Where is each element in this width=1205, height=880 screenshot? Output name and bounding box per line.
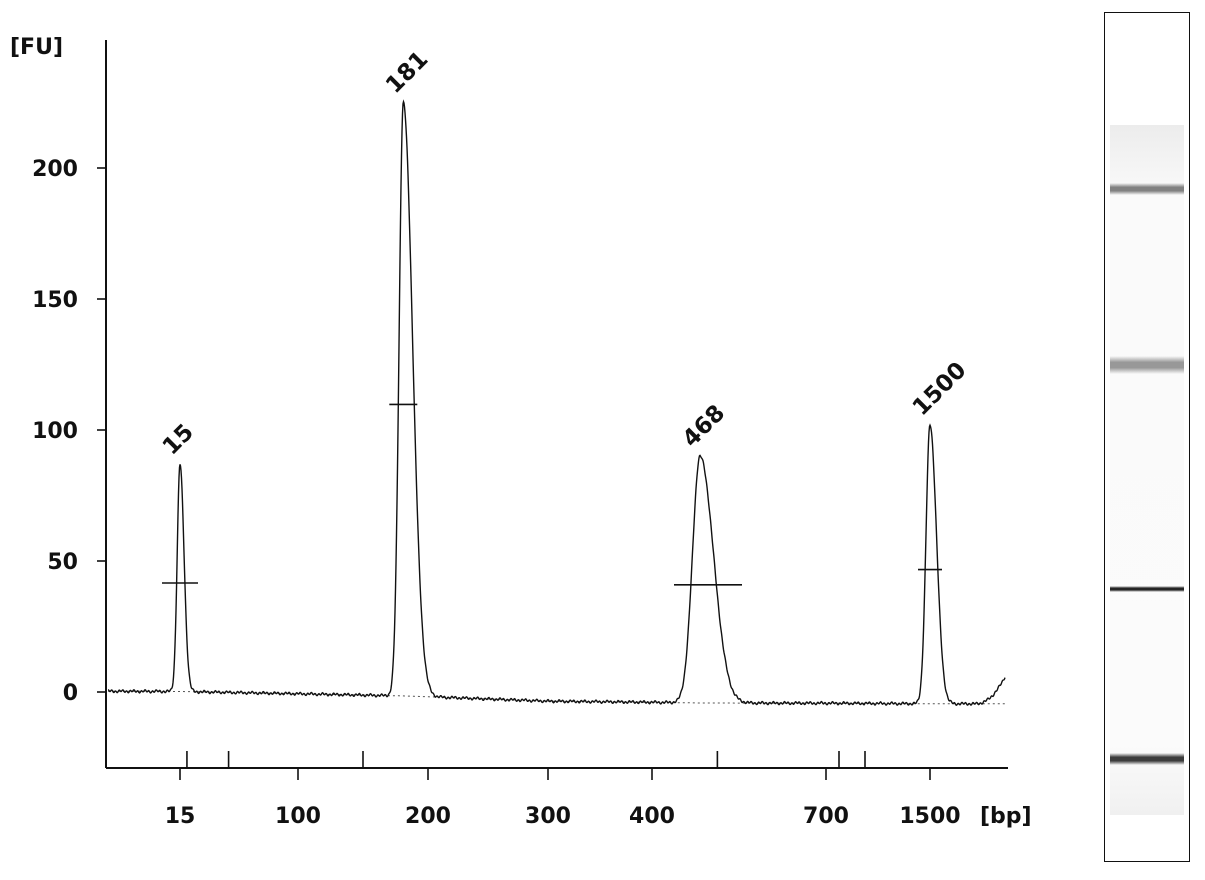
x-tick-label: 700 (803, 804, 849, 829)
trace-layer (107, 99, 1006, 707)
gel-band (1110, 753, 1184, 765)
x-tick-label: 100 (275, 804, 321, 829)
x-axis-label: [bp] (980, 804, 1032, 829)
x-tick-label: 300 (525, 804, 571, 829)
peak-label: 1500 (908, 357, 972, 421)
y-tick-label: 100 (32, 419, 78, 444)
y-tick-label: 50 (47, 550, 78, 575)
y-tick-label: 200 (32, 157, 78, 182)
y-tick-label: 0 (63, 681, 78, 706)
y-tick-label: 150 (32, 288, 78, 313)
axes (105, 40, 1008, 769)
peak-label: 181 (381, 46, 433, 98)
x-tick-label: 200 (405, 804, 451, 829)
y-ticks: 0 50 100 150 200 (32, 157, 106, 706)
peak-annotations: 15 181 468 1500 (158, 46, 972, 586)
gel-band (1110, 586, 1184, 592)
gel-band (1110, 183, 1184, 195)
gel-band (1110, 356, 1184, 374)
y-axis-label: [FU] (10, 35, 63, 60)
x-tick-label: 15 (165, 804, 196, 829)
x-ticks: 15 100 200 300 400 700 1500 (165, 751, 961, 829)
peak-label: 15 (158, 419, 199, 460)
fu-trace-line (107, 99, 1006, 707)
electropherogram-chart: 0 50 100 150 200 15 100 200 300 400 700 1500 15 181… (10, 35, 1032, 829)
gel-lane (1104, 12, 1190, 862)
x-tick-label: 1500 (899, 804, 960, 829)
gel-lane-background (1110, 125, 1184, 815)
x-tick-label: 400 (629, 804, 675, 829)
peak-label: 468 (678, 400, 730, 452)
